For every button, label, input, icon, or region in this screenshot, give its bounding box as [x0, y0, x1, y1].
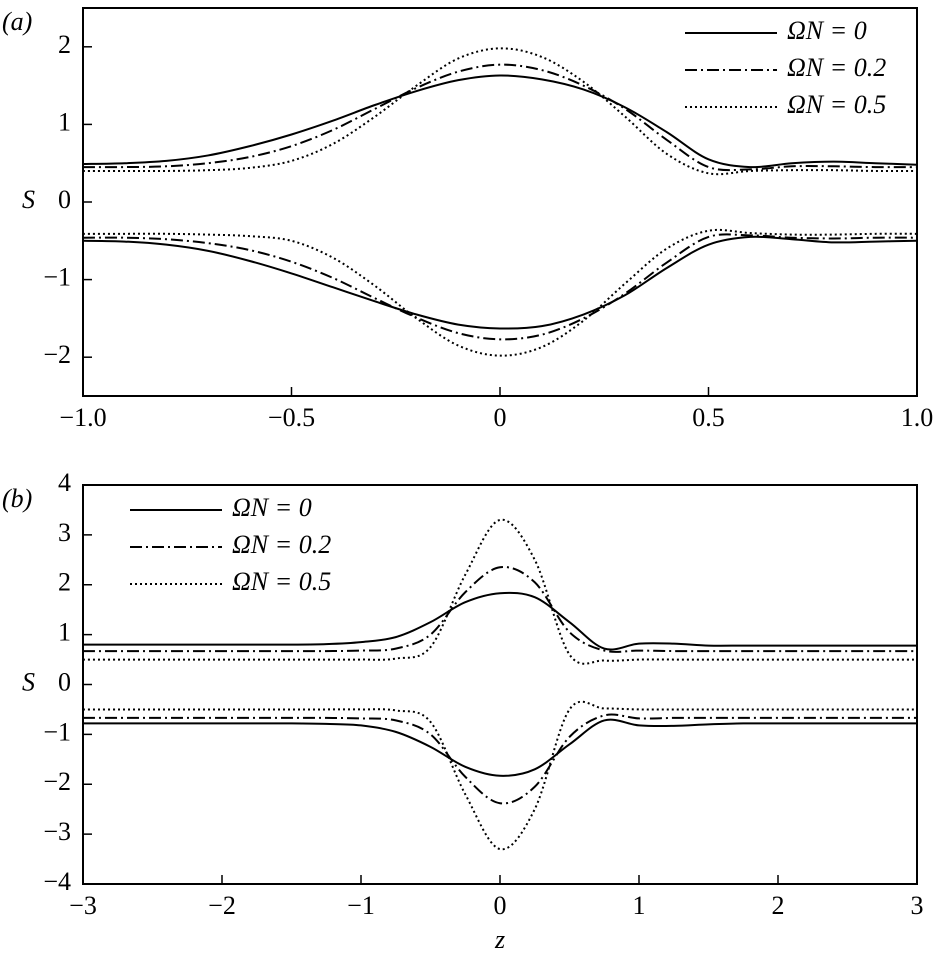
x-tick-label: 0: [494, 891, 507, 920]
y-tick-label: −1: [43, 263, 71, 292]
curve: [82, 700, 917, 851]
curve: [82, 228, 918, 357]
plot-frame: [82, 484, 918, 885]
curve: [82, 591, 917, 651]
y-tick-label: −2: [43, 767, 71, 796]
curve: [82, 518, 917, 665]
panel-label: (a): [2, 7, 32, 36]
x-tick-label: −2: [208, 891, 236, 920]
x-tick-label: −1: [347, 891, 375, 920]
y-axis-label: S: [22, 667, 35, 696]
curve: [82, 63, 918, 172]
y-tick-label: 3: [58, 518, 71, 547]
y-tick-label: −1: [43, 717, 71, 746]
y-tick-label: 1: [58, 107, 71, 136]
y-axis-label: S: [22, 185, 35, 214]
legend-label: ΩN = 0.2: [787, 53, 886, 82]
curve: [83, 718, 917, 777]
legend-label: ΩN = 0.5: [232, 567, 331, 596]
y-tick-label: −2: [43, 340, 71, 369]
legend-label: ΩN = 0.2: [232, 530, 331, 559]
curve: [82, 235, 918, 330]
y-tick-label: 2: [58, 30, 71, 59]
curve: [82, 74, 918, 169]
x-axis-label: z: [494, 925, 505, 954]
x-tick-label: 0: [494, 403, 507, 432]
x-tick-label: −1.0: [59, 403, 106, 432]
curve: [83, 566, 917, 653]
y-tick-label: 0: [58, 185, 71, 214]
y-tick-label: 0: [58, 667, 71, 696]
x-tick-label: −3: [69, 891, 97, 920]
x-tick-label: −0.5: [268, 403, 315, 432]
legend-label: ΩN = 0.5: [787, 90, 886, 119]
legend-label: ΩN = 0: [232, 493, 312, 522]
y-tick-label: −4: [43, 867, 71, 896]
panel-label: (b): [2, 484, 32, 513]
x-tick-label: 1: [633, 891, 646, 920]
x-tick-label: 1.0: [901, 403, 934, 432]
y-tick-label: 1: [58, 618, 71, 647]
x-tick-label: 3: [911, 891, 924, 920]
y-tick-label: 2: [58, 568, 71, 597]
curve: [83, 713, 917, 805]
x-tick-label: 0.5: [692, 403, 725, 432]
curve: [82, 233, 918, 341]
x-tick-label: 2: [772, 891, 785, 920]
legend-label: ΩN = 0: [787, 16, 867, 45]
y-tick-label: 4: [58, 468, 71, 497]
y-tick-label: −3: [43, 817, 71, 846]
